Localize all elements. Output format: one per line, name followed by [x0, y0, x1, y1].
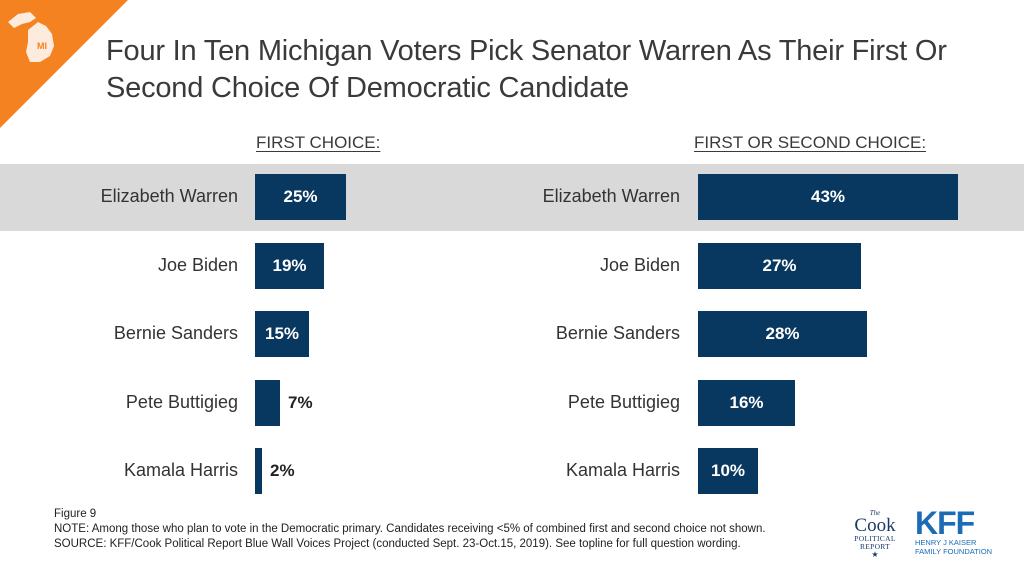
panel-2-category-label: Bernie Sanders: [555, 323, 680, 343]
panel-2-category-label: Elizabeth Warren: [542, 186, 680, 206]
panel-1-category-label: Pete Buttigieg: [125, 392, 238, 412]
panel-2-value-label: 10%: [710, 461, 746, 480]
panel-1-category-label: Bernie Sanders: [113, 323, 238, 343]
panel-1-bar: [255, 311, 309, 357]
panel-1-value-label: 7%: [288, 393, 313, 412]
panel-2-bar: [698, 311, 867, 357]
panel-2-bar: [698, 448, 758, 494]
panel-2-bar: [698, 380, 795, 426]
cook-logo-the: The: [869, 509, 881, 517]
panel-1-bar: [255, 243, 324, 289]
figure-number: Figure 9: [54, 508, 97, 520]
michigan-map-icon: [8, 12, 54, 62]
chart-title: Four In Ten Michigan Voters Pick Senator…: [106, 35, 947, 104]
cook-political-report-logo: The Cook POLITICAL REPORT ★: [845, 510, 905, 560]
star-icon: ★: [871, 550, 879, 559]
panel-1-value-label: 2%: [270, 461, 295, 480]
kff-logo: KFF HENRY J KAISER FAMILY FOUNDATION: [915, 507, 995, 559]
panel-2-heading: FIRST OR SECOND CHOICE:: [694, 133, 927, 152]
source-note: SOURCE: KFF/Cook Political Report Blue W…: [54, 538, 741, 550]
panel-1-value-label: 19%: [272, 256, 307, 275]
panel-1-heading: FIRST CHOICE:: [256, 133, 381, 152]
panel-1-category-label: Kamala Harris: [123, 460, 238, 480]
panel-2-category-label: Joe Biden: [599, 255, 680, 275]
panel-2-category-label: Kamala Harris: [565, 460, 680, 480]
panel-2-value-label: 27%: [762, 256, 797, 275]
panel-1-category-label: Elizabeth Warren: [100, 186, 238, 206]
cook-logo-sub1: POLITICAL: [854, 534, 896, 543]
kff-logo-sub2: FAMILY FOUNDATION: [915, 546, 993, 556]
state-badge-label: MI: [37, 41, 47, 51]
kff-logo-sub1: HENRY J KAISER: [915, 538, 977, 547]
panel-1-value-label: 15%: [264, 324, 300, 343]
cook-logo-name: Cook: [854, 515, 896, 536]
panel-2-bar: [698, 243, 861, 289]
panel-2-category-label: Pete Buttigieg: [567, 392, 680, 412]
state-badge: MI: [0, 0, 128, 128]
panel-1-bar: [255, 174, 346, 220]
panel-1-bar: [255, 380, 280, 426]
cook-logo-sub2: REPORT: [859, 542, 891, 551]
panel-1-value-label: 25%: [283, 187, 318, 206]
panel-2-value-label: 16%: [729, 393, 764, 412]
panel-2-bar: [698, 174, 958, 220]
panel-1-category-label: Joe Biden: [157, 255, 238, 275]
panel-2-value-label: 28%: [765, 324, 800, 343]
panel-2-value-label: 43%: [810, 187, 846, 206]
kff-logo-name: KFF: [915, 505, 975, 541]
footnote: NOTE: Among those who plan to vote in th…: [54, 523, 766, 535]
panel-1-bar: [255, 448, 262, 494]
